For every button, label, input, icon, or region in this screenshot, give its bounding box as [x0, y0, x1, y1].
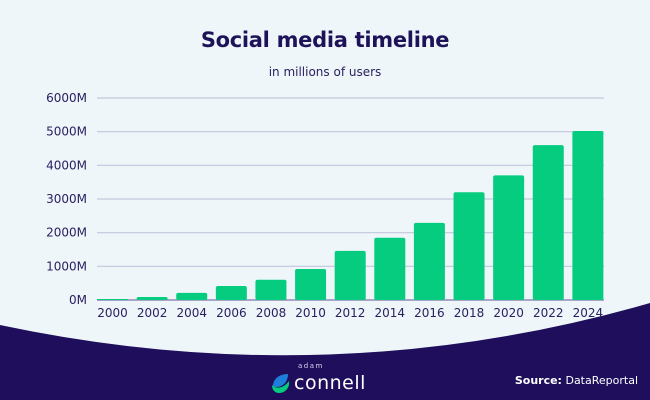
- source-label: Source:: [514, 374, 562, 387]
- y-tick-label: 6000M: [46, 91, 87, 105]
- y-tick-label: 5000M: [46, 125, 87, 139]
- bar-2022: [532, 145, 564, 300]
- chart-subtitle: in millions of users: [268, 65, 382, 79]
- x-tick-label: 2018: [454, 306, 485, 320]
- x-tick-label: 2014: [375, 306, 406, 320]
- bar-2000: [97, 299, 128, 300]
- bar-2014: [374, 237, 406, 300]
- bar-2008: [255, 279, 287, 300]
- bar-2018: [453, 192, 485, 300]
- x-tick-label: 2022: [533, 306, 564, 320]
- y-tick-label: 4000M: [46, 158, 87, 172]
- y-axis-ticks: 0M 1000M 2000M 3000M 4000M 5000M 6000M: [46, 91, 87, 307]
- adam-connell-logo: adam connell: [270, 362, 366, 394]
- source-value: DataReportal: [565, 374, 638, 387]
- bar-2004: [176, 292, 208, 300]
- y-tick-label: 0M: [69, 293, 87, 307]
- x-tick-label: 2016: [414, 306, 445, 320]
- y-tick-label: 2000M: [46, 226, 87, 240]
- x-tick-label: 2000: [97, 306, 128, 320]
- bars: [97, 130, 604, 300]
- logo-connell-text: connell: [294, 372, 366, 394]
- x-axis-ticks: 2000 2002 2004 2006 2008 2010 2012 2014 2016 2018…: [97, 306, 603, 320]
- source-note: Source: DataReportal: [515, 374, 638, 387]
- logo-leaf-icon: [272, 374, 290, 393]
- x-tick-label: 2008: [256, 306, 287, 320]
- bar-2006: [215, 286, 247, 300]
- x-tick-label: 2012: [335, 306, 366, 320]
- x-tick-label: 2020: [493, 306, 524, 320]
- x-tick-label: 2024: [573, 306, 604, 320]
- bar-2024: [572, 130, 604, 300]
- chart-title: Social media timeline: [200, 28, 450, 52]
- x-tick-label: 2006: [216, 306, 247, 320]
- logo-adam-text: adam: [298, 362, 324, 370]
- x-tick-label: 2002: [137, 306, 168, 320]
- x-tick-label: 2010: [295, 306, 326, 320]
- bar-2020: [493, 175, 525, 300]
- y-tick-label: 1000M: [46, 259, 87, 273]
- y-tick-label: 3000M: [46, 192, 87, 206]
- x-tick-label: 2004: [176, 306, 207, 320]
- bar-2016: [413, 222, 445, 300]
- bar-2002: [136, 296, 168, 300]
- bar-2012: [334, 250, 366, 300]
- bar-2010: [295, 269, 327, 300]
